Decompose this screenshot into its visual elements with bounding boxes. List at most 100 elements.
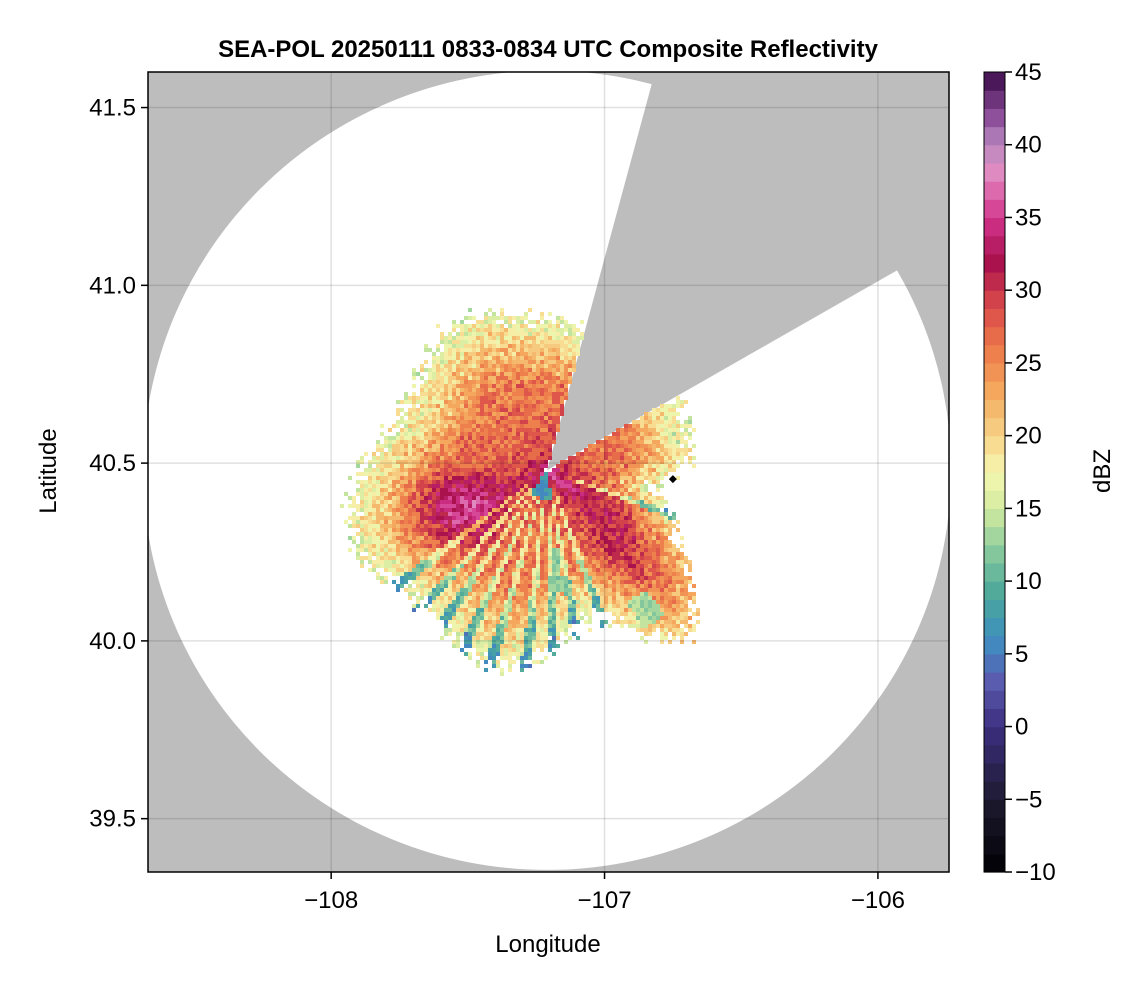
echo-cell	[560, 612, 564, 616]
echo-cell	[492, 340, 496, 344]
echo-cell	[616, 584, 620, 588]
echo-cell	[640, 472, 644, 476]
echo-cell	[548, 372, 552, 376]
echo-cell	[612, 508, 616, 512]
echo-cell	[456, 496, 460, 500]
echo-cell	[652, 444, 656, 448]
echo-cell	[452, 444, 456, 448]
echo-cell	[368, 540, 372, 544]
echo-cell	[412, 440, 416, 444]
echo-cell	[524, 508, 528, 512]
echo-cell	[552, 644, 556, 648]
echo-cell	[448, 464, 452, 468]
echo-cell	[384, 520, 388, 524]
echo-cell	[432, 428, 436, 432]
echo-cell	[456, 640, 460, 644]
echo-cell	[600, 512, 604, 516]
echo-cell	[516, 496, 520, 500]
echo-cell	[492, 556, 496, 560]
echo-cell	[576, 584, 580, 588]
echo-cell	[540, 432, 544, 436]
echo-cell	[496, 548, 500, 552]
echo-cell	[580, 592, 584, 596]
echo-cell	[516, 608, 520, 612]
echo-cell	[540, 464, 544, 468]
echo-cell	[500, 308, 504, 312]
echo-cell	[644, 620, 648, 624]
echo-cell	[452, 580, 456, 584]
echo-cell	[532, 492, 536, 496]
echo-cell	[604, 440, 608, 444]
echo-cell	[456, 380, 460, 384]
echo-cell	[468, 424, 472, 428]
echo-cell	[616, 488, 620, 492]
echo-cell	[512, 648, 516, 652]
echo-cell	[492, 612, 496, 616]
echo-cell	[500, 636, 504, 640]
echo-cell	[644, 592, 648, 596]
echo-cell	[496, 468, 500, 472]
echo-cell	[564, 380, 568, 384]
echo-cell	[452, 428, 456, 432]
echo-cell	[388, 544, 392, 548]
echo-cell	[516, 656, 520, 660]
echo-cell	[440, 416, 444, 420]
echo-cell	[692, 628, 696, 632]
echo-cell	[476, 536, 480, 540]
echo-cell	[492, 632, 496, 636]
echo-cell	[540, 580, 544, 584]
echo-cell	[384, 460, 388, 464]
echo-cell	[568, 584, 572, 588]
echo-cell	[644, 416, 648, 420]
echo-cell	[628, 496, 632, 500]
echo-cell	[544, 348, 548, 352]
echo-cell	[524, 412, 528, 416]
echo-cell	[536, 592, 540, 596]
echo-cell	[624, 424, 628, 428]
echo-cell	[492, 524, 496, 528]
echo-cell	[412, 588, 416, 592]
echo-cell	[496, 372, 500, 376]
echo-cell	[356, 532, 360, 536]
echo-cell	[664, 416, 668, 420]
echo-cell	[556, 504, 560, 508]
echo-cell	[600, 588, 604, 592]
echo-cell	[460, 512, 464, 516]
echo-cell	[620, 556, 624, 560]
echo-cell	[660, 628, 664, 632]
echo-cell	[616, 460, 620, 464]
echo-cell	[600, 568, 604, 572]
echo-cell	[672, 460, 676, 464]
echo-cell	[492, 480, 496, 484]
echo-cell	[384, 564, 388, 568]
echo-cell	[396, 444, 400, 448]
echo-cell	[428, 388, 432, 392]
echo-cell	[652, 436, 656, 440]
echo-cell	[672, 512, 676, 516]
echo-cell	[656, 464, 660, 468]
echo-cell	[680, 580, 684, 584]
echo-cell	[548, 408, 552, 412]
echo-cell	[604, 492, 608, 496]
echo-cell	[416, 440, 420, 444]
echo-cell	[416, 560, 420, 564]
echo-cell	[396, 424, 400, 428]
echo-cell	[444, 536, 448, 540]
echo-cell	[460, 476, 464, 480]
echo-cell	[368, 476, 372, 480]
echo-cell	[588, 452, 592, 456]
echo-cell	[432, 368, 436, 372]
echo-cell	[504, 452, 508, 456]
echo-cell	[440, 452, 444, 456]
echo-cell	[500, 316, 504, 320]
echo-cell	[472, 448, 476, 452]
echo-cell	[368, 508, 372, 512]
echo-cell	[500, 552, 504, 556]
echo-cell	[488, 492, 492, 496]
echo-cell	[432, 464, 436, 468]
echo-cell	[540, 528, 544, 532]
echo-cell	[416, 428, 420, 432]
echo-cell	[648, 548, 652, 552]
echo-cell	[520, 596, 524, 600]
echo-cell	[508, 396, 512, 400]
